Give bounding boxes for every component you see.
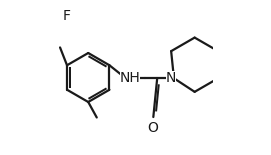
- Text: N: N: [166, 71, 176, 85]
- Text: O: O: [147, 121, 158, 135]
- Text: F: F: [63, 9, 71, 23]
- Text: NH: NH: [120, 71, 140, 85]
